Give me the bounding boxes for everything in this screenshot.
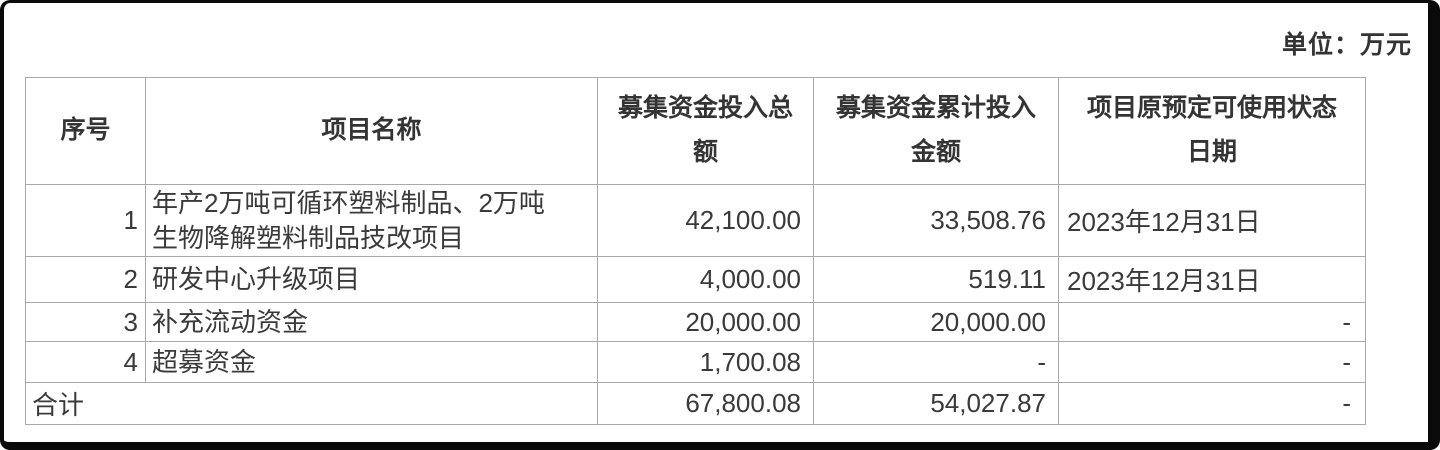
cell-total-invested: 42,100.00 [597,184,814,257]
cell-total-invested: 20,000.00 [597,302,814,342]
unit-label: 单位：万元 [1281,31,1412,59]
cell-project-name: 超募资金 [145,341,598,383]
cell-ready-date: - [1058,302,1366,342]
cell-project-name: 补充流动资金 [145,302,598,342]
header-project-name: 项目名称 [145,77,598,185]
cell-cumulative-invested: 20,000.00 [813,302,1059,342]
cell-ready-date: 2023年12月31日 [1058,256,1366,303]
header-no: 序号 [25,77,146,185]
cell-no: 2 [25,256,146,303]
cell-no: 1 [25,184,146,257]
header-total-invested: 募集资金投入总 额 [597,77,814,185]
cell-cumulative-invested-sum: 54,027.87 [813,382,1059,425]
cell-project-name: 年产2万吨可循环塑料制品、2万吨 生物降解塑料制品技改项目 [145,184,598,257]
cell-total-invested: 1,700.08 [597,341,814,383]
cell-total-label: 合计 [25,382,598,425]
cell-ready-date: - [1058,382,1366,425]
table-header-row: 序号 项目名称 募集资金投入总 额 募集资金累计投入 金额 项目原预定可使用状态… [25,77,1366,185]
table-row: 3 补充流动资金 20,000.00 20,000.00 - [25,302,1366,342]
cell-cumulative-invested: 33,508.76 [813,184,1059,257]
cell-no: 4 [25,341,146,383]
cell-no: 3 [25,302,146,342]
fundraising-projects-table: 序号 项目名称 募集资金投入总 额 募集资金累计投入 金额 项目原预定可使用状态… [25,77,1366,425]
cell-ready-date: 2023年12月31日 [1058,184,1366,257]
cell-total-invested-sum: 67,800.08 [597,382,814,425]
cell-ready-date: - [1058,341,1366,383]
cell-project-name: 研发中心升级项目 [145,256,598,303]
header-cumulative-invested: 募集资金累计投入 金额 [813,77,1059,185]
cell-cumulative-invested: 519.11 [813,256,1059,303]
table-row: 4 超募资金 1,700.08 - - [25,341,1366,383]
table-row: 2 研发中心升级项目 4,000.00 519.11 2023年12月31日 [25,256,1366,303]
header-ready-date: 项目原预定可使用状态 日期 [1058,77,1366,185]
table-total-row: 合计 67,800.08 54,027.87 - [25,382,1366,425]
cell-total-invested: 4,000.00 [597,256,814,303]
cell-cumulative-invested: - [813,341,1059,383]
table-row: 1 年产2万吨可循环塑料制品、2万吨 生物降解塑料制品技改项目 42,100.0… [25,184,1366,257]
